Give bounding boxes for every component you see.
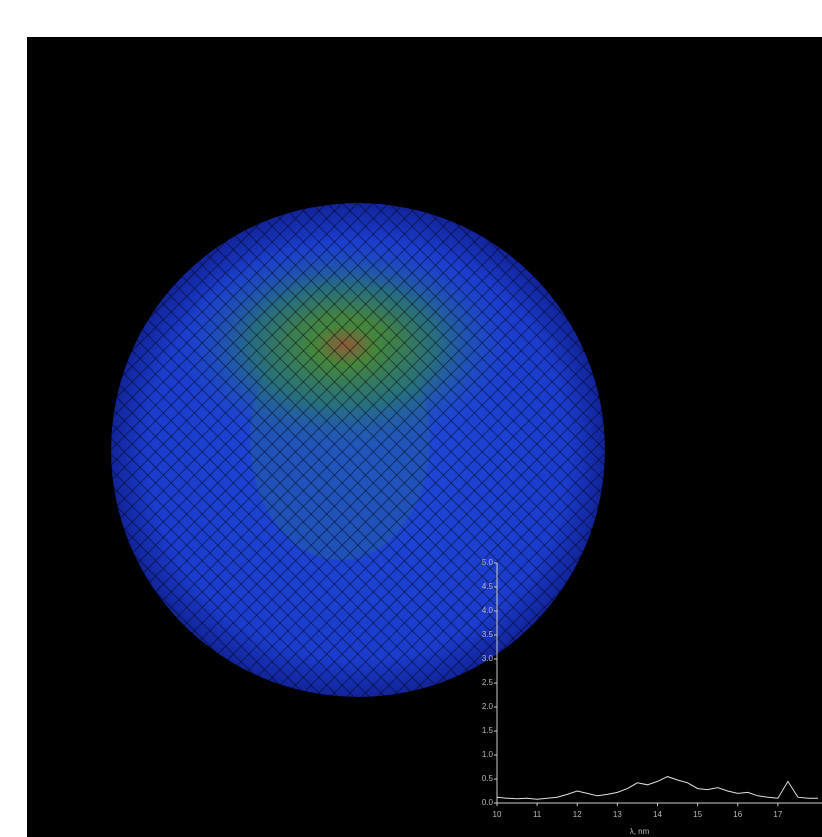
y-tick-label: 1.0 bbox=[482, 750, 494, 759]
x-tick-label: 17 bbox=[773, 810, 782, 819]
y-tick-label: 1.5 bbox=[482, 726, 494, 735]
y-tick-label: 2.0 bbox=[482, 702, 494, 711]
page: {"chart_data": {"type": "line", "xlabel"… bbox=[0, 0, 822, 837]
y-tick-label: 0.5 bbox=[482, 774, 494, 783]
y-tick-label: 5.0 bbox=[482, 558, 494, 567]
x-tick-label: 11 bbox=[533, 810, 542, 819]
y-tick-label: 2.5 bbox=[482, 678, 494, 687]
x-tick-label: 13 bbox=[613, 810, 622, 819]
x-tick-label: 14 bbox=[653, 810, 662, 819]
y-tick-label: 3.5 bbox=[482, 630, 494, 639]
x-tick-label: 15 bbox=[693, 810, 702, 819]
y-tick-label: 4.5 bbox=[482, 582, 494, 591]
y-tick-label: 0.0 bbox=[482, 798, 494, 807]
x-tick-label: 12 bbox=[573, 810, 582, 819]
x-tick-label: 16 bbox=[733, 810, 742, 819]
x-axis-label: λ, nm bbox=[630, 827, 650, 836]
screen: 0.0 0.5 1.0 1.5 2.0 2.5 3.0 3.5 4.0 4.5 5.0 10 11 12 1… bbox=[0, 0, 822, 837]
x-tick-label: 10 bbox=[493, 810, 502, 819]
y-tick-label: 4.0 bbox=[482, 606, 494, 615]
y-tick-label: 3.0 bbox=[482, 654, 494, 663]
